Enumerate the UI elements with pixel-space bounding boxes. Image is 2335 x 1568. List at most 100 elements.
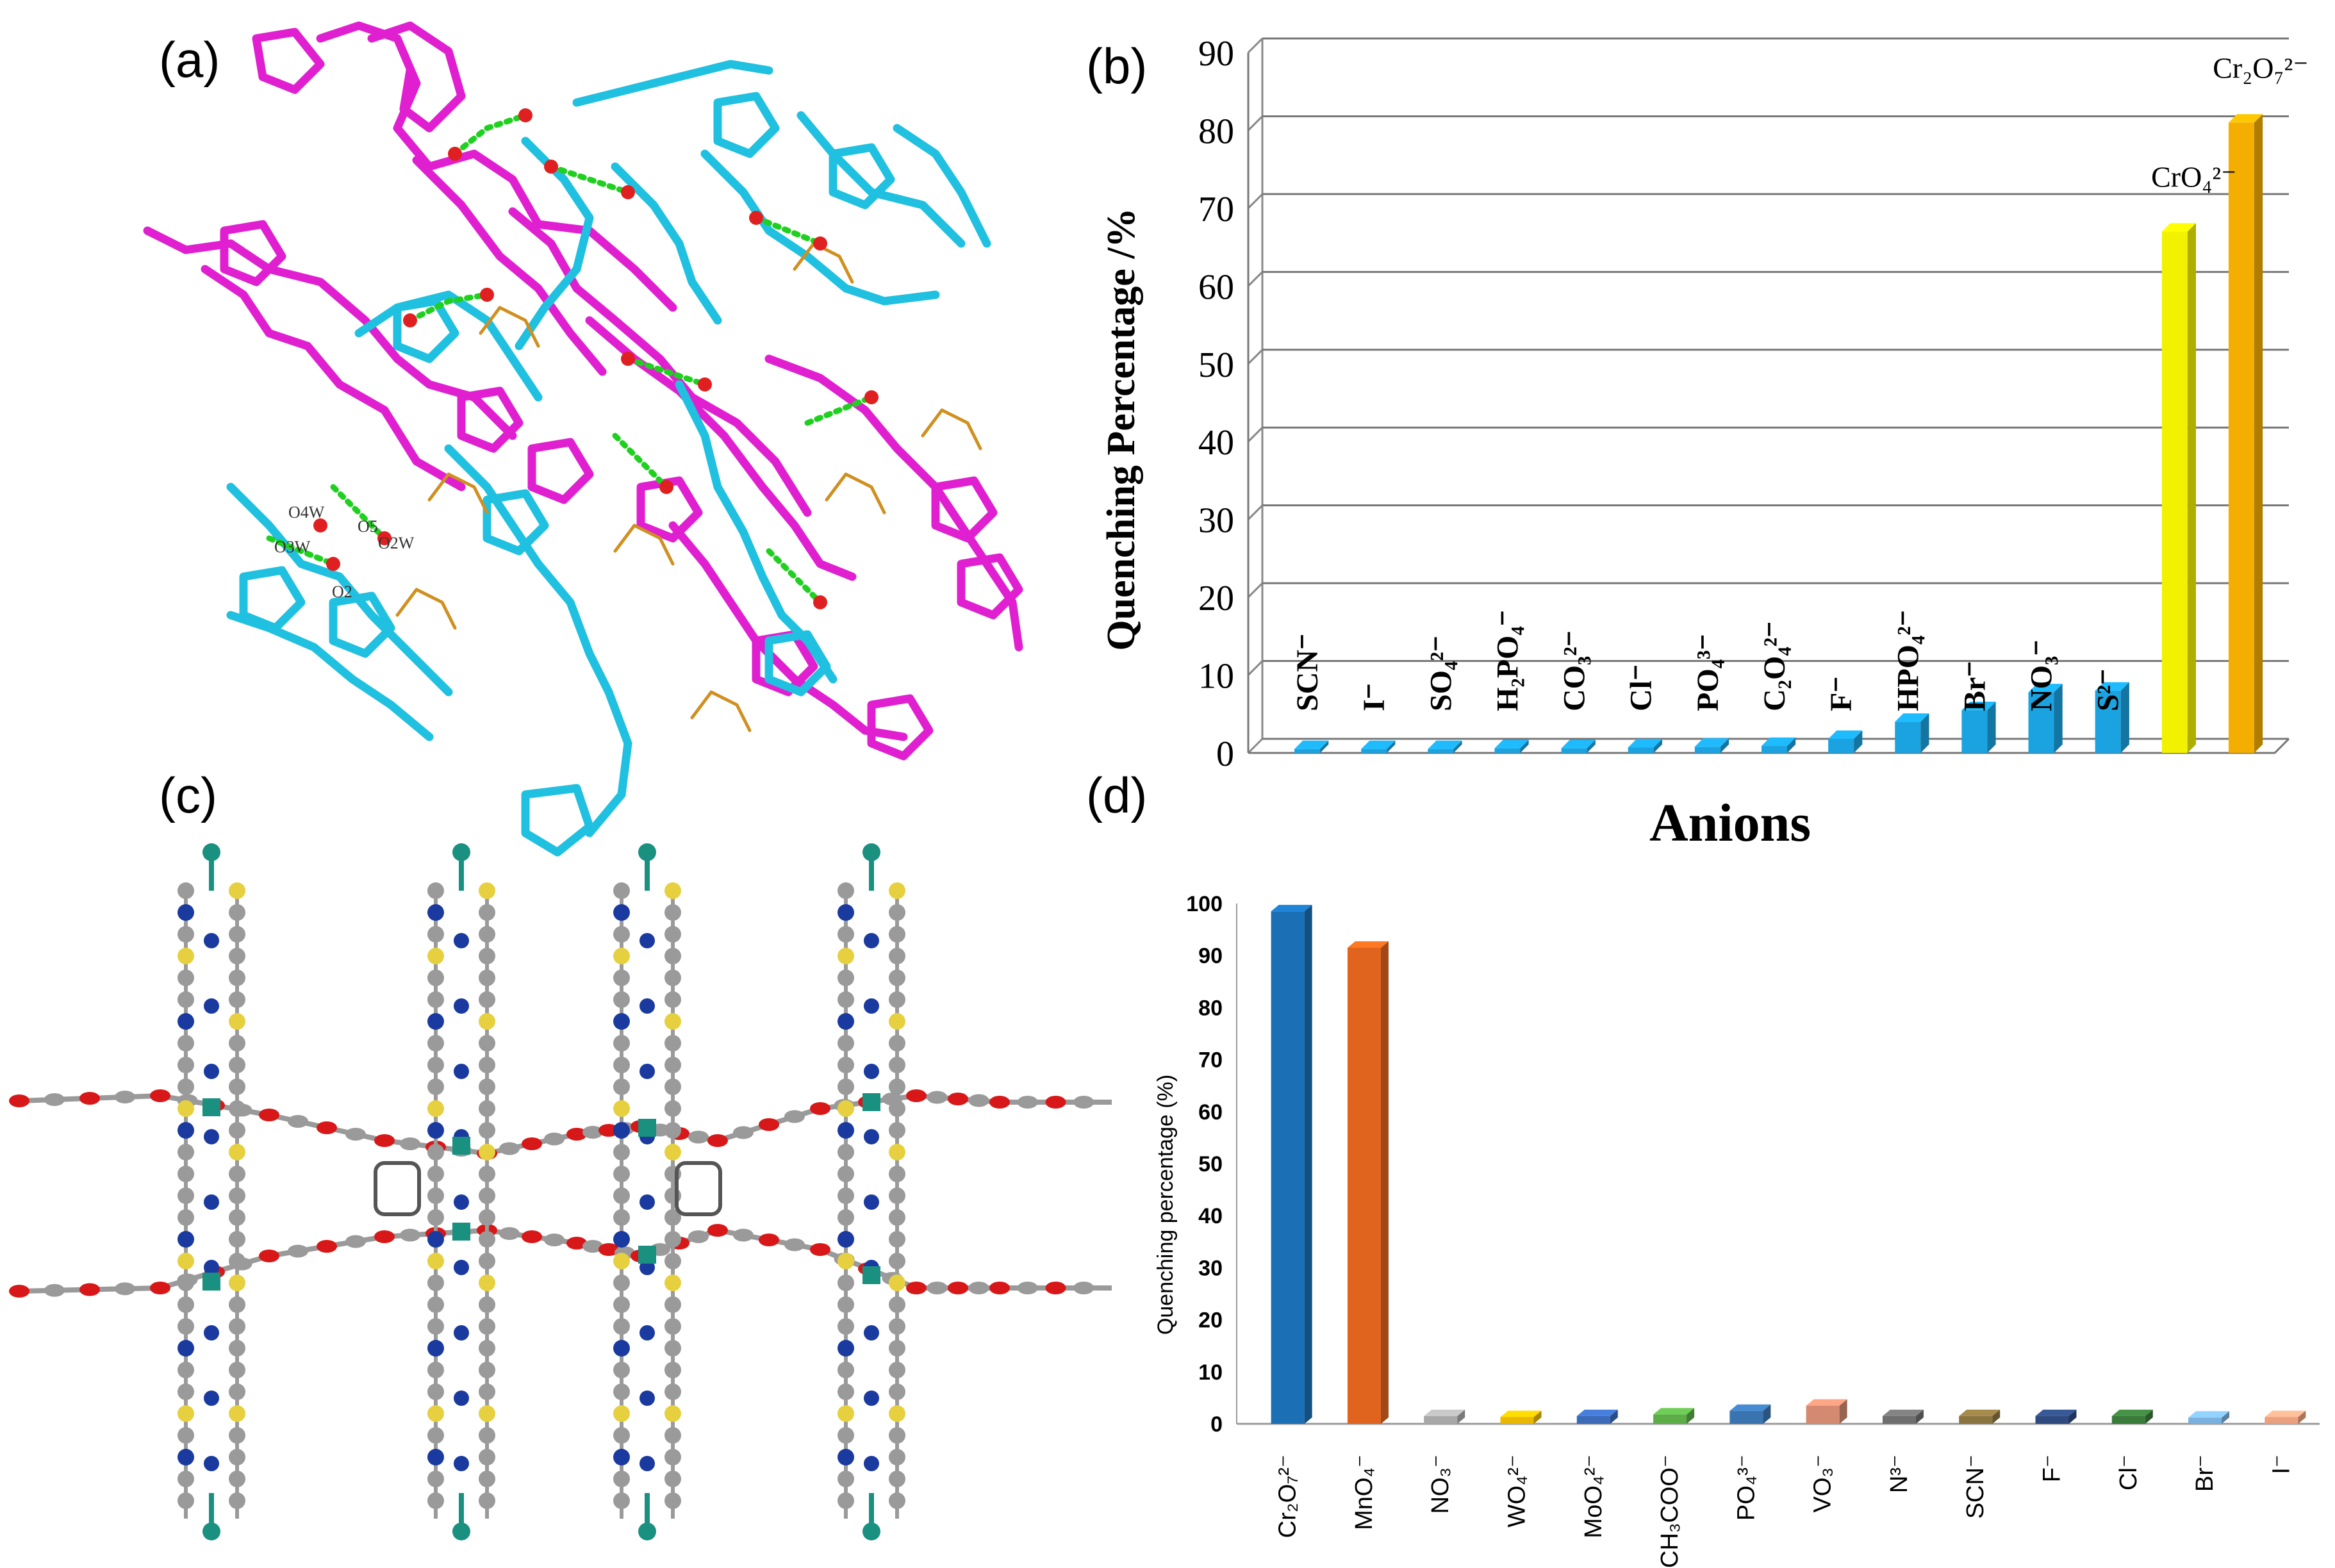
chart-b-category-labels: SCN⁻ I⁻ SO₄²⁻ H₂PO₄⁻ CO₃²⁻ Cl⁻ PO₄³⁻ C₂O₄²⁻ F⁻ HP… — [1291, 51, 2309, 711]
chart-b-category-label: H₂PO₄⁻ — [1490, 610, 1524, 711]
metal-node — [862, 1266, 880, 1284]
chart-d-y-tick: 60 — [1198, 1100, 1223, 1125]
chart-b-y-ticks: 0 10 20 30 40 50 60 70 80 90 — [1198, 34, 1234, 774]
chart-b-y-tick: 80 — [1198, 111, 1234, 151]
chart-b-category-label: C₂O₄²⁻ — [1758, 621, 1792, 711]
chart-b-category-label: PO₄³⁻ — [1691, 634, 1725, 711]
chart-b-bar — [2161, 223, 2196, 754]
chart-b-bar — [1428, 740, 1462, 753]
chart-d-category-label: MnO₄⁻ — [1351, 1455, 1378, 1530]
metal-node — [638, 1119, 656, 1137]
metal-node — [862, 1093, 880, 1111]
hydrogen-bonds — [266, 112, 875, 606]
chart-b-y-tick: 60 — [1198, 267, 1234, 307]
chart-b-bar — [1828, 730, 1863, 753]
atom-label-o3w: O3W — [274, 538, 311, 556]
chart-b-grid-diag — [1247, 504, 1264, 520]
chart-d-category-label: CH₃COO⁻ — [1656, 1455, 1683, 1568]
chart-d-bar — [1882, 1409, 1924, 1424]
chart-b-bar — [1361, 740, 1396, 753]
chart-d-bars — [1271, 905, 2306, 1424]
chart-d-category-label: NO₃⁻ — [1427, 1455, 1454, 1514]
chart-b-category-label: I⁻ — [1357, 683, 1391, 711]
atom-label-o4w: O4W — [288, 503, 325, 522]
chart-d-y-tick: 90 — [1198, 944, 1223, 968]
chart-b-y-tick: 30 — [1198, 501, 1234, 541]
metal-node — [452, 1223, 470, 1241]
chart-b-category-label: Cl⁻ — [1624, 664, 1658, 711]
oxygen-atoms — [313, 108, 879, 609]
chart-d-bar — [1500, 1410, 1542, 1424]
metal-node — [202, 1098, 220, 1116]
chart-b-grid-diag — [1247, 271, 1264, 287]
panel-label-b: (b) — [1086, 38, 1148, 94]
chart-d-bar — [1806, 1399, 1847, 1424]
panel-label-d: (d) — [1086, 767, 1148, 823]
chart-b-category-label: S²⁻ — [2092, 669, 2125, 711]
chain-layer — [9, 1224, 1112, 1298]
chart-b-grid-diag — [1247, 115, 1264, 131]
chart-d-bar — [2111, 1409, 2153, 1424]
chart-d-y-axis-label: Quenching percentage (%) — [1153, 1075, 1178, 1335]
chart-d-axes — [1236, 904, 2320, 1425]
chart-b-grid-diag — [1247, 427, 1264, 443]
cavity-ring — [374, 1161, 421, 1216]
chart-d-bar — [1424, 1409, 1465, 1424]
chart-d-bar — [2265, 1410, 2306, 1424]
quenching-chart-d: 0 10 20 30 40 50 60 70 80 90 100 Cr₂O₇²⁻ MnO₄⁻ NO₃⁻ W… — [1153, 892, 2320, 1568]
chart-d-y-tick: 80 — [1198, 996, 1223, 1020]
chart-d-bar — [1653, 1408, 1695, 1424]
pillar-stack — [613, 843, 681, 1540]
chart-d-category-label: Cr₂O₇²⁻ — [1275, 1455, 1301, 1538]
chart-b-grid-diag — [1247, 193, 1264, 209]
chart-b-category-label: SO₄²⁻ — [1424, 636, 1458, 711]
chart-b-y-tick: 10 — [1198, 657, 1234, 697]
chart-b-bar — [2095, 682, 2129, 753]
chart-b-grid-diag — [1247, 37, 1264, 54]
chart-b-bar — [1294, 740, 1329, 753]
panel-label-c: (c) — [159, 767, 217, 823]
chart-b-bar — [2028, 684, 2063, 753]
framework-cyan — [226, 60, 991, 857]
chart-b-bar — [1961, 702, 1996, 753]
chart-d-bar — [2035, 1409, 2077, 1424]
chart-b-bar — [1494, 739, 1529, 753]
atom-label-o2w: O2W — [378, 534, 415, 552]
chart-b-y-tick: 0 — [1216, 734, 1234, 774]
chart-d-category-label: N³⁻ — [1886, 1455, 1913, 1493]
chart-d-y-tick: 0 — [1210, 1412, 1223, 1437]
chart-b-category-label: F⁻ — [1824, 676, 1858, 711]
chart-b-grid-diag — [1247, 738, 1264, 754]
chart-d-category-labels: Cr₂O₇²⁻ MnO₄⁻ NO₃⁻ WO₄²⁻ MoO₄²⁻ CH₃COO⁻ PO₄³⁻ V… — [1275, 1455, 2295, 1568]
chart-d-category-label: F⁻ — [2039, 1455, 2066, 1482]
chart-b-category-label: CrO₄²⁻ — [2151, 160, 2236, 193]
chart-d-category-label: SCN⁻ — [1962, 1455, 1989, 1519]
chart-b-y-tick: 50 — [1198, 345, 1234, 385]
chart-d-category-label: MoO₄²⁻ — [1580, 1455, 1607, 1539]
chart-b-grid-diag — [1247, 660, 1264, 676]
chart-b-y-tick: 90 — [1198, 34, 1234, 74]
pillar-stack — [427, 843, 495, 1540]
chart-d-y-ticks: 0 10 20 30 40 50 60 70 80 90 100 — [1186, 892, 1223, 1437]
chain-layer — [9, 1089, 1112, 1160]
chart-b-category-label: Br⁻ — [1958, 661, 1992, 711]
chart-d-category-label: Br⁻ — [2191, 1455, 2218, 1492]
crystal-packing-c — [9, 843, 1112, 1540]
chart-b-x-axis-label: Anions — [1649, 793, 1811, 853]
chart-b-category-label: Cr₂O₇²⁻ — [2213, 51, 2308, 84]
chart-d-y-tick: 20 — [1198, 1308, 1223, 1333]
atom-label-o2: O2 — [332, 582, 352, 601]
chart-d-category-label: I⁻ — [2268, 1455, 2295, 1474]
cavity-ring — [675, 1161, 722, 1216]
quenching-chart-b: 0 10 20 30 40 50 60 70 80 90 SCN⁻ I⁻ SO₄²⁻ H₂PO₄⁻ CO₃… — [1100, 34, 2309, 853]
chart-b-category-label: HPO₄²⁻ — [1891, 610, 1925, 711]
chart-b-y-tick: 40 — [1198, 423, 1234, 463]
chart-b-bar — [1561, 739, 1596, 753]
pillar-stack — [177, 843, 245, 1540]
crystal-structure-a: O4W O5 O3W O2W O2 — [143, 21, 1023, 857]
chart-b-bars — [1294, 114, 2263, 754]
chart-d-bar — [2188, 1411, 2230, 1424]
atom-label-o5: O5 — [358, 517, 378, 536]
chart-b-y-tick: 70 — [1198, 190, 1234, 229]
chart-b-category-label: NO₃⁻ — [2025, 640, 2059, 711]
